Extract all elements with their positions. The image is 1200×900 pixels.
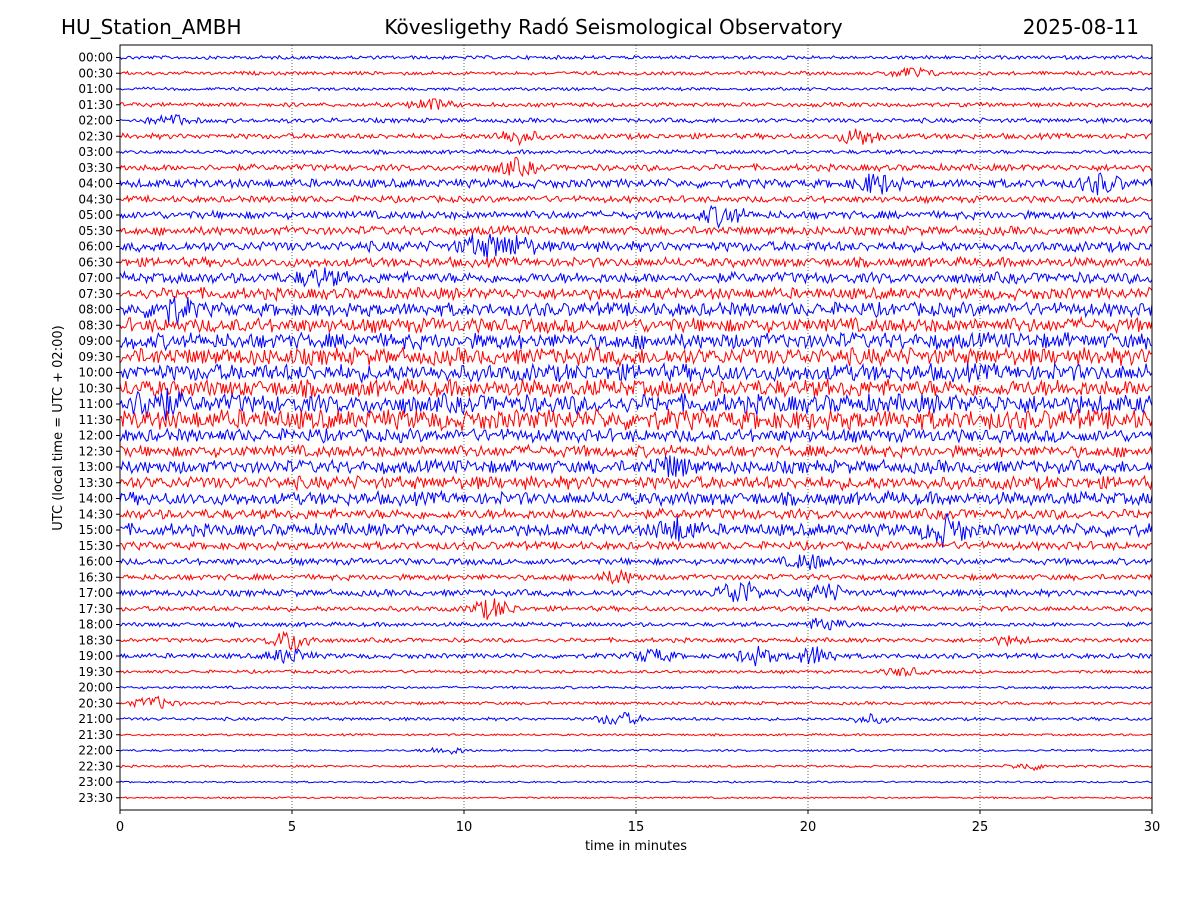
y-tick-label: 01:30 [78, 98, 113, 112]
x-tick-label: 5 [288, 820, 296, 835]
x-axis-ticks: 0 5 10 15 20 25 30 [116, 810, 1160, 835]
chart-date: 2025-08-11 [1022, 15, 1139, 39]
y-tick-label: 14:00 [78, 492, 113, 506]
trace-2330 [119, 796, 1153, 800]
y-tick-label: 10:30 [78, 381, 113, 395]
y-tick-label: 04:00 [78, 177, 113, 191]
y-tick-label: 05:30 [78, 224, 113, 238]
trace-0530 [119, 224, 1153, 238]
trace-0130 [119, 98, 1153, 110]
y-tick-label: 23:00 [78, 775, 113, 789]
y-tick-label: 00:00 [78, 51, 113, 65]
y-tick-label: 02:00 [78, 114, 113, 128]
y-tick-label: 18:30 [78, 633, 113, 647]
trace-1200 [119, 427, 1153, 445]
y-tick-label: 21:30 [78, 728, 113, 742]
y-tick-label: 17:30 [78, 602, 113, 616]
y-tick-label: 17:00 [78, 586, 113, 600]
y-tick-label: 19:30 [78, 665, 113, 679]
y-tick-label: 02:30 [78, 129, 113, 143]
y-tick-label: 04:30 [78, 192, 113, 206]
x-tick-label: 0 [116, 820, 124, 835]
chart-title: Kövesligethy Radó Seismological Observat… [384, 15, 843, 39]
y-tick-label: 15:00 [78, 523, 113, 537]
y-tick-label: 06:30 [78, 255, 113, 269]
x-tick-label: 30 [1144, 820, 1161, 835]
y-tick-label: 18:00 [78, 618, 113, 632]
y-tick-label: 20:30 [78, 696, 113, 710]
trace-1530 [119, 540, 1153, 552]
y-tick-label: 11:00 [78, 397, 113, 411]
trace-0630 [119, 255, 1153, 269]
x-tick-label: 10 [456, 820, 473, 835]
y-tick-label: 15:30 [78, 539, 113, 553]
y-tick-label: 14:30 [78, 507, 113, 521]
y-tick-label: 12:30 [78, 444, 113, 458]
x-tick-label: 25 [972, 820, 989, 835]
y-tick-label: 20:00 [78, 681, 113, 695]
trace-0800 [119, 296, 1153, 326]
trace-2300 [119, 780, 1153, 784]
y-tick-label: 06:00 [78, 240, 113, 254]
trace-0100 [119, 86, 1153, 92]
y-tick-label: 03:30 [78, 161, 113, 175]
y-tick-label: 13:30 [78, 476, 113, 490]
x-axis-label: time in minutes [585, 839, 687, 854]
trace-0230 [119, 128, 1153, 147]
y-tick-label: 22:30 [78, 759, 113, 773]
trace-0400 [119, 172, 1153, 196]
station-name: HU_Station_AMBH [61, 15, 242, 39]
trace-1630 [119, 568, 1153, 585]
y-tick-label: 09:00 [78, 334, 113, 348]
y-tick-label: 00:30 [78, 66, 113, 80]
trace-1830 [119, 630, 1153, 651]
trace-1500 [119, 513, 1153, 548]
trace-0330 [119, 156, 1153, 178]
y-tick-label: 21:00 [78, 712, 113, 726]
y-tick-label: 10:00 [78, 366, 113, 380]
y-tick-label: 11:30 [78, 413, 113, 427]
y-tick-label: 05:00 [78, 208, 113, 222]
y-tick-label: 07:00 [78, 271, 113, 285]
y-axis-label: UTC (local time = UTC + 02:00) [51, 325, 66, 530]
y-tick-label: 08:00 [78, 303, 113, 317]
y-tick-label: 01:00 [78, 82, 113, 96]
x-tick-label: 20 [800, 820, 817, 835]
x-tick-label: 15 [628, 820, 645, 835]
y-tick-label: 09:30 [78, 350, 113, 364]
trace-1800 [119, 617, 1153, 631]
trace-1930 [119, 667, 1153, 678]
trace-0730 [119, 286, 1153, 303]
y-tick-label: 23:30 [78, 791, 113, 805]
trace-2100 [119, 711, 1153, 726]
minute-gridlines [291, 45, 981, 810]
trace-0900 [119, 331, 1153, 352]
y-tick-label: 12:00 [78, 429, 113, 443]
y-tick-label: 13:00 [78, 460, 113, 474]
y-tick-label: 22:00 [78, 744, 113, 758]
y-tick-label: 16:00 [78, 555, 113, 569]
y-tick-label: 19:00 [78, 649, 113, 663]
y-tick-label: 08:30 [78, 318, 113, 332]
y-tick-label: 03:00 [78, 145, 113, 159]
trace-1300 [119, 455, 1153, 478]
y-tick-label: 07:30 [78, 287, 113, 301]
y-tick-label: 16:30 [78, 570, 113, 584]
